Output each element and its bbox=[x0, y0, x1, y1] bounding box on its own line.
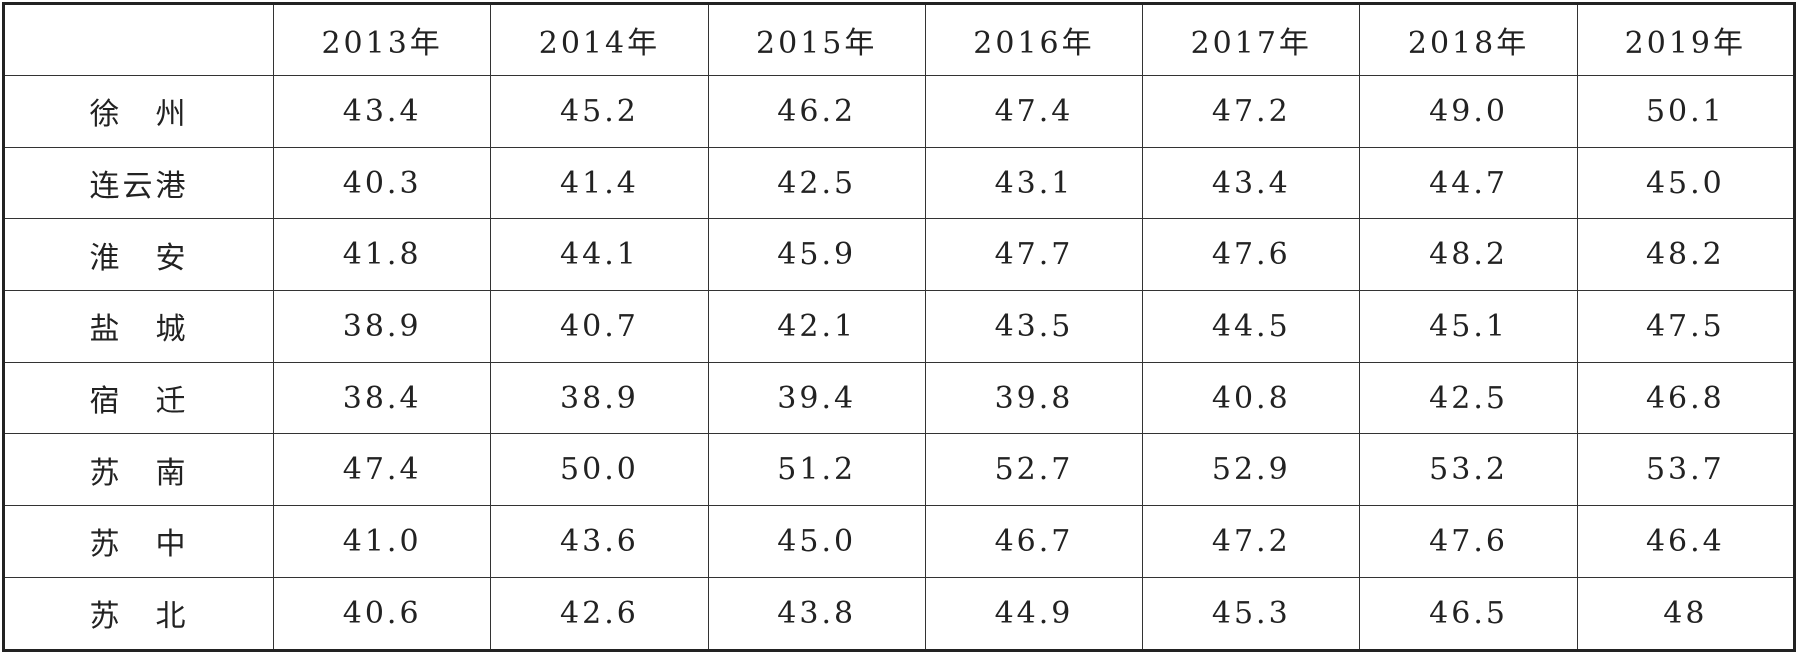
cell: 53.2 bbox=[1359, 433, 1578, 507]
header-cell: 2018年 bbox=[1359, 3, 1578, 76]
row-label: 徐 州 bbox=[3, 75, 274, 148]
cell: 39.8 bbox=[924, 361, 1144, 435]
header-cell: 2013年 bbox=[272, 3, 492, 76]
cell: 43.4 bbox=[1142, 146, 1361, 220]
cell: 47.4 bbox=[924, 75, 1144, 148]
table-row: 徐 州 43.4 45.2 46.2 47.4 47.2 49.0 50.1 bbox=[3, 75, 1796, 148]
cell: 47.6 bbox=[1142, 218, 1361, 292]
cell: 45.0 bbox=[1576, 146, 1796, 220]
cell: 45.3 bbox=[1142, 576, 1361, 652]
cell: 41.4 bbox=[490, 146, 709, 220]
row-label: 淮 安 bbox=[3, 218, 274, 292]
cell: 47.2 bbox=[1142, 505, 1361, 578]
cell: 40.7 bbox=[490, 290, 709, 363]
cell: 43.6 bbox=[490, 505, 709, 578]
cell: 47.2 bbox=[1142, 75, 1361, 148]
row-label: 盐 城 bbox=[3, 290, 274, 363]
cell: 40.8 bbox=[1142, 361, 1361, 435]
cell: 44.7 bbox=[1359, 146, 1578, 220]
cell: 52.9 bbox=[1142, 433, 1361, 507]
cell: 48.2 bbox=[1359, 218, 1578, 292]
cell: 38.9 bbox=[490, 361, 709, 435]
header-cell: 2014年 bbox=[490, 3, 709, 76]
cell: 45.9 bbox=[707, 218, 926, 292]
cell: 41.8 bbox=[272, 218, 492, 292]
cell: 52.7 bbox=[924, 433, 1144, 507]
header-cell: 2019年 bbox=[1576, 3, 1796, 76]
cell: 49.0 bbox=[1359, 75, 1578, 148]
cell: 50.0 bbox=[490, 433, 709, 507]
cell: 42.1 bbox=[707, 290, 926, 363]
header-cell: 2015年 bbox=[707, 3, 926, 76]
cell: 45.1 bbox=[1359, 290, 1578, 363]
cell: 44.1 bbox=[490, 218, 709, 292]
cell: 46.7 bbox=[924, 505, 1144, 578]
table-row: 连云港 40.3 41.4 42.5 43.1 43.4 44.7 45.0 bbox=[3, 146, 1796, 220]
cell: 42.5 bbox=[707, 146, 926, 220]
cell: 46.5 bbox=[1359, 576, 1578, 652]
cell: 48 bbox=[1576, 576, 1796, 652]
cell: 44.5 bbox=[1142, 290, 1361, 363]
cell: 53.7 bbox=[1576, 433, 1796, 507]
cell: 45.2 bbox=[490, 75, 709, 148]
header-cell: 2017年 bbox=[1142, 3, 1361, 76]
cell: 50.1 bbox=[1576, 75, 1796, 148]
cell: 45.0 bbox=[707, 505, 926, 578]
row-label: 苏 中 bbox=[3, 505, 274, 578]
table-row: 盐 城 38.9 40.7 42.1 43.5 44.5 45.1 47.5 bbox=[3, 290, 1796, 363]
cell: 46.2 bbox=[707, 75, 926, 148]
cell: 47.4 bbox=[272, 433, 492, 507]
cell: 43.8 bbox=[707, 576, 926, 652]
cell: 42.5 bbox=[1359, 361, 1578, 435]
cell: 47.5 bbox=[1576, 290, 1796, 363]
row-label: 宿 迁 bbox=[3, 361, 274, 435]
cell: 46.8 bbox=[1576, 361, 1796, 435]
table-row: 宿 迁 38.4 38.9 39.4 39.8 40.8 42.5 46.8 bbox=[3, 361, 1796, 435]
cell: 47.7 bbox=[924, 218, 1144, 292]
cell: 47.6 bbox=[1359, 505, 1578, 578]
cell: 43.5 bbox=[924, 290, 1144, 363]
table-row: 苏 南 47.4 50.0 51.2 52.7 52.9 53.2 53.7 bbox=[3, 433, 1796, 507]
cell: 43.1 bbox=[924, 146, 1144, 220]
cell: 40.6 bbox=[272, 576, 492, 652]
cell: 51.2 bbox=[707, 433, 926, 507]
header-row: 2013年 2014年 2015年 2016年 2017年 2018年 2019年 bbox=[3, 3, 1796, 76]
table-body: 2013年 2014年 2015年 2016年 2017年 2018年 2019年徐 州 43… bbox=[3, 3, 1796, 652]
row-label: 苏 南 bbox=[3, 433, 274, 507]
row-label: 苏 北 bbox=[3, 576, 274, 652]
cell: 38.4 bbox=[272, 361, 492, 435]
header-cell: 2016年 bbox=[924, 3, 1144, 76]
cell: 41.0 bbox=[272, 505, 492, 578]
cell: 38.9 bbox=[272, 290, 492, 363]
table-row: 淮 安 41.8 44.1 45.9 47.7 47.6 48.2 48.2 bbox=[3, 218, 1796, 292]
table-row: 苏 中 41.0 43.6 45.0 46.7 47.2 47.6 46.4 bbox=[3, 505, 1796, 578]
cell: 40.3 bbox=[272, 146, 492, 220]
cell: 42.6 bbox=[490, 576, 709, 652]
corner-cell bbox=[3, 3, 274, 76]
cell: 48.2 bbox=[1576, 218, 1796, 292]
cell: 44.9 bbox=[924, 576, 1144, 652]
cell: 46.4 bbox=[1576, 505, 1796, 578]
cell: 39.4 bbox=[707, 361, 926, 435]
table-row: 苏 北 40.6 42.6 43.8 44.9 45.3 46.5 48 bbox=[3, 576, 1796, 652]
cell: 43.4 bbox=[272, 75, 492, 148]
row-label: 连云港 bbox=[3, 146, 274, 220]
